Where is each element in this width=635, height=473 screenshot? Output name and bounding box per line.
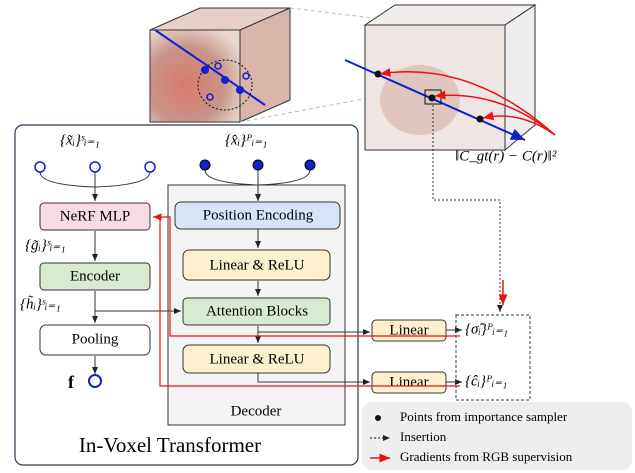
g-feature-label: {g̃ᵢ}ˢᵢ₌₁ — [25, 237, 66, 253]
query-points-label: {x̂ᵢ}ᴾᵢ₌₁ — [225, 132, 267, 148]
transformer-label: In-Voxel Transformer — [79, 433, 261, 457]
node-label: Linear & ReLU — [210, 351, 305, 367]
legend-label: Gradients from RGB supervision — [400, 449, 573, 464]
loss-label: ‖C_gt(r) − C(r)‖² — [455, 148, 557, 164]
node-label: Linear — [389, 322, 428, 338]
linear-box — [371, 371, 447, 394]
encoder-box — [39, 262, 151, 291]
legend-dot — [375, 415, 381, 421]
node-label: Linear — [389, 374, 428, 390]
voxel-cube-small — [149, 7, 291, 123]
f-label: f — [68, 372, 75, 392]
connectors — [39, 169, 462, 385]
linear-relu-box — [182, 249, 331, 281]
legend-box — [362, 402, 632, 470]
pooling-box — [39, 324, 151, 356]
color-label: {ĉᵢ}ᴾᵢ₌₁ — [465, 373, 507, 389]
node-label: Encoder — [70, 268, 120, 284]
node-label: Linear & ReLU — [210, 257, 305, 273]
nerf-mlp-box — [39, 202, 151, 231]
input-circles — [34, 159, 316, 388]
node-label: Attention Blocks — [206, 303, 308, 319]
legend-label: Points from importance sampler — [400, 409, 568, 424]
node-label: NeRF MLP — [60, 208, 130, 224]
decoder-label: Decoder — [231, 403, 282, 419]
legend-label: Insertion — [400, 429, 447, 444]
node-label: Position Encoding — [203, 207, 314, 223]
insertion-arrow — [432, 105, 503, 312]
sigma-label: {σ̂ᵢ}ᴾᵢ₌₁ — [465, 321, 508, 337]
position-encoding-box — [174, 201, 341, 230]
gradient-arrow — [159, 217, 460, 387]
output-box — [455, 314, 531, 401]
attention-box — [182, 297, 331, 326]
h-feature-label: {h̃ᵢ}ˢᵢ₌₁ — [20, 295, 61, 312]
gradient-arrow — [153, 213, 460, 337]
node-label: Pooling — [72, 331, 119, 347]
sampled-points-label: {x̃ᵢ}ˢᵢ₌₁ — [60, 132, 100, 148]
voxel-cube-large — [344, 4, 556, 152]
linear-relu-box — [182, 344, 331, 374]
